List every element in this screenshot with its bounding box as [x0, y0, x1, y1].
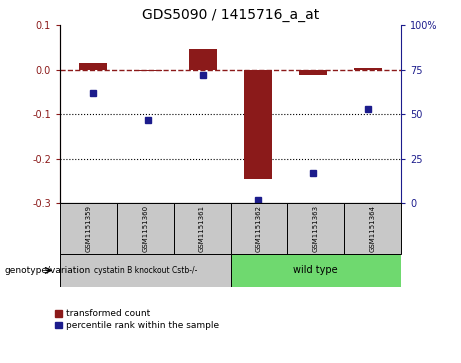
Text: GSM1151362: GSM1151362 [256, 205, 262, 252]
Bar [355, 68, 382, 70]
Bar [79, 63, 106, 70]
Bar [174, 203, 230, 254]
Bar [117, 203, 174, 254]
Text: cystatin B knockout Cstb-/-: cystatin B knockout Cstb-/- [94, 266, 197, 275]
Bar [287, 203, 344, 254]
Bar [299, 70, 327, 75]
Text: GSM1151360: GSM1151360 [142, 205, 148, 252]
Text: GSM1151364: GSM1151364 [370, 205, 376, 252]
Text: GSM1151363: GSM1151363 [313, 205, 319, 252]
Title: GDS5090 / 1415716_a_at: GDS5090 / 1415716_a_at [142, 8, 319, 22]
Text: GSM1151359: GSM1151359 [85, 205, 91, 252]
Bar [344, 203, 401, 254]
Bar [60, 254, 230, 287]
Bar [244, 70, 272, 179]
Legend: transformed count, percentile rank within the sample: transformed count, percentile rank withi… [55, 309, 219, 330]
Text: GSM1151361: GSM1151361 [199, 205, 205, 252]
Bar [230, 203, 287, 254]
Text: wild type: wild type [294, 265, 338, 276]
Text: genotype/variation: genotype/variation [5, 266, 91, 275]
Bar [134, 70, 162, 71]
Bar [60, 203, 117, 254]
Bar [189, 49, 217, 70]
Bar [230, 254, 401, 287]
